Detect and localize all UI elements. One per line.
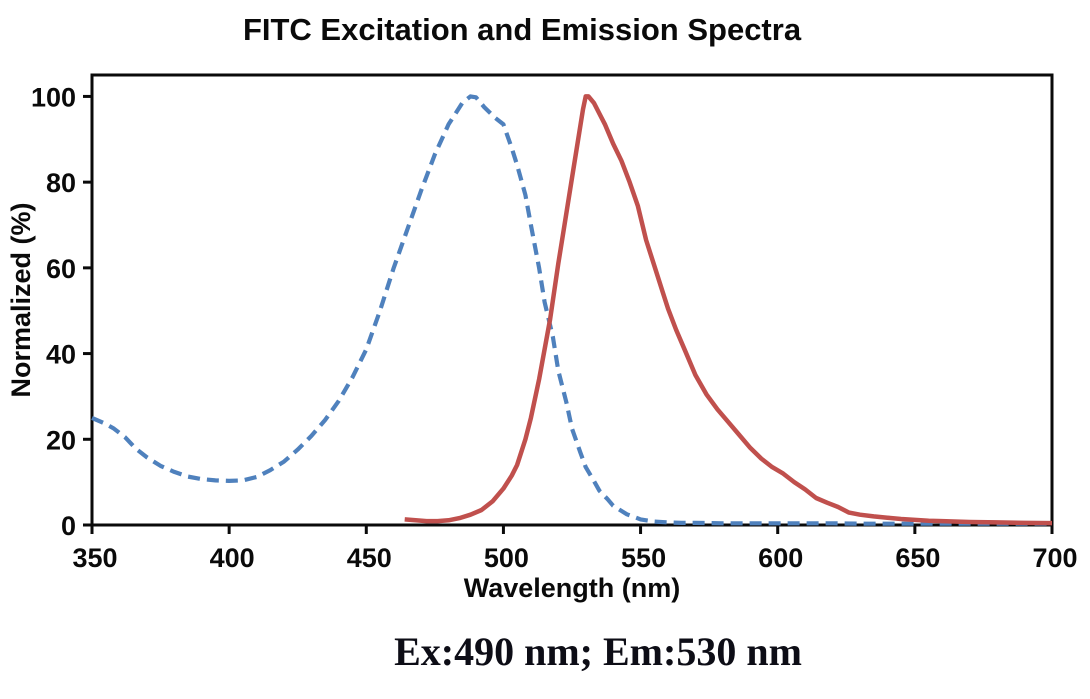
x-tick-label: 700 [1032,543,1077,573]
x-tick-label: 550 [621,543,666,573]
y-tick-label: 60 [46,254,76,284]
plot-border [90,73,1054,527]
y-tick-label: 80 [46,168,76,198]
chart-title: FITC Excitation and Emission Spectra [242,12,802,47]
y-tick-label: 100 [31,82,76,112]
x-tick-label: 500 [484,543,529,573]
x-tick-label: 450 [347,543,392,573]
y-tick-label: 40 [46,340,76,370]
x-tick-label: 400 [210,543,255,573]
peak-annotation: Ex:490 nm; Em:530 nm [394,629,802,674]
excitation-curve [91,94,1052,526]
x-tick-label: 350 [72,543,117,573]
emission-curve [404,94,1053,526]
x-axis-label: Wavelength (nm) [464,573,681,603]
y-axis-label: Normalized (%) [6,202,36,397]
y-tick-label: 20 [46,425,76,455]
x-tick-label: 650 [895,543,940,573]
y-tick-label: 0 [61,511,76,541]
spectra-plot: 350 400 450 500 550 600 650 700 0 20 40 60 80 100 Wav… [6,73,1078,603]
x-tick-label: 600 [758,543,803,573]
